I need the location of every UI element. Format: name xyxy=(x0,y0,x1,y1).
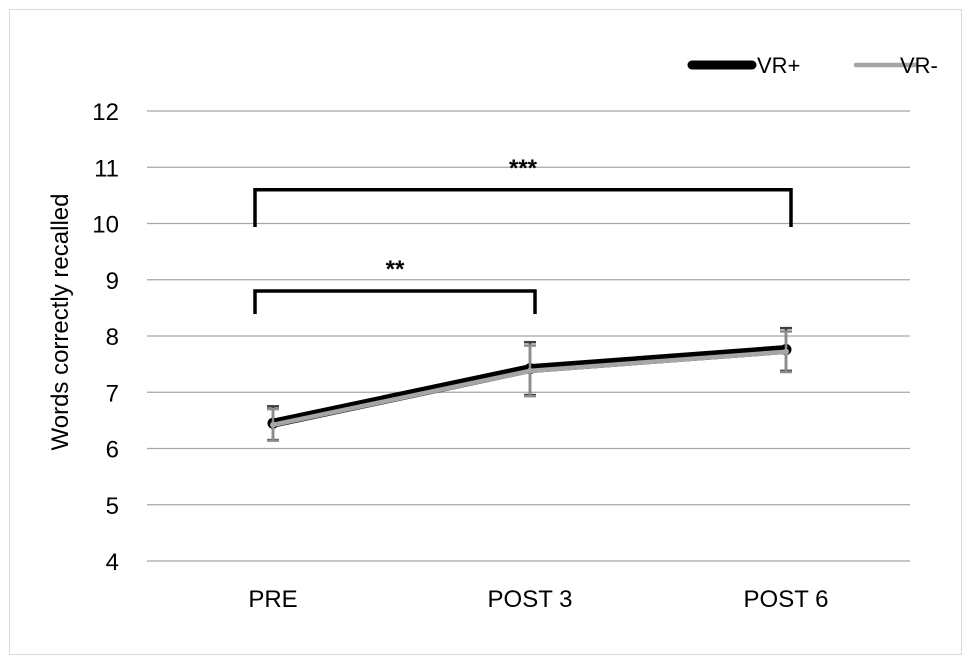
significance-annotations: ***** xyxy=(253,155,793,314)
significance-bracket xyxy=(253,289,537,314)
data-point xyxy=(270,421,276,428)
y-tick-label: 4 xyxy=(106,549,119,576)
x-tick-labels: PRE POST 3 POST 6 xyxy=(248,586,828,613)
legend-label: VR- xyxy=(900,53,938,78)
x-tick-label: PRE xyxy=(248,586,297,613)
y-tick-label: 10 xyxy=(92,212,119,239)
y-tick-label: 5 xyxy=(106,493,119,520)
x-tick-label: POST 3 xyxy=(488,586,573,613)
significance-bracket xyxy=(253,188,793,227)
data-point xyxy=(527,367,533,374)
legend-label: VR+ xyxy=(757,53,800,78)
y-tick-label: 6 xyxy=(106,437,119,464)
y-tick-label: 12 xyxy=(92,99,119,126)
significance-label: *** xyxy=(509,155,538,182)
significance-label: ** xyxy=(386,256,405,283)
grid-layer xyxy=(147,110,910,562)
y-tick-label: 8 xyxy=(106,324,119,351)
y-tick-label: 7 xyxy=(106,380,119,407)
y-axis-title: Words correctly recalled xyxy=(47,194,74,451)
data-point xyxy=(783,348,789,355)
y-tick-label: 11 xyxy=(94,155,119,182)
series-VR- xyxy=(267,330,792,442)
y-tick-labels: 4 5 6 7 8 9 10 11 12 xyxy=(92,99,119,576)
y-tick-label: 9 xyxy=(106,268,119,295)
series-layer xyxy=(267,326,792,442)
legend: VR+ VR- xyxy=(687,53,938,78)
x-tick-label: POST 6 xyxy=(744,586,829,613)
chart-frame xyxy=(9,9,962,655)
